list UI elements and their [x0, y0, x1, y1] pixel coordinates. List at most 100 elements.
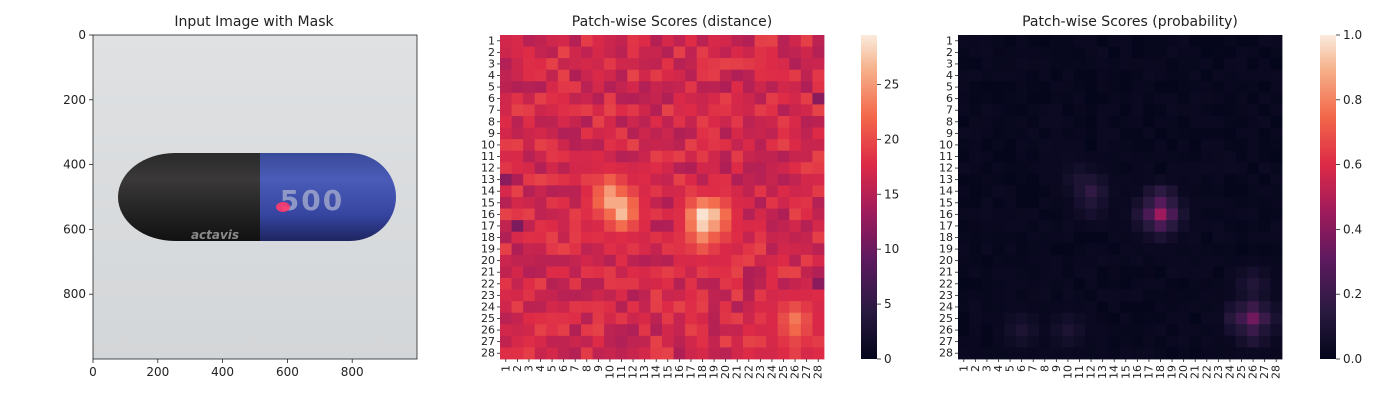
heatmap-cell [592, 127, 605, 140]
heatmap-cell [1015, 104, 1028, 117]
heatmap-cell [1096, 46, 1109, 59]
heatmap-cell [1050, 231, 1063, 244]
heatmap-cell [1166, 127, 1179, 140]
heatmap-cell [969, 162, 982, 175]
heatmap-cell [1201, 35, 1213, 47]
heatmap-cell [650, 173, 663, 186]
heatmap-cell [958, 35, 970, 47]
heatmap-cell [754, 220, 767, 233]
heatmap-cell [1062, 266, 1075, 279]
heatmap-cell [1085, 208, 1098, 221]
heatmap-cell [673, 162, 686, 175]
heatmap-cell [800, 335, 813, 348]
heatmap-cell [800, 46, 813, 59]
heatmap-cell [673, 104, 686, 117]
heatmap-cell [1050, 254, 1063, 267]
heatmap-cell [1027, 243, 1040, 256]
heatmap-cell [581, 289, 593, 302]
heatmap-cell [673, 335, 686, 348]
heatmap-cell [604, 231, 617, 244]
heatmap-cell [958, 173, 970, 186]
heatmap-cell [511, 173, 524, 186]
y-tick-label: 18 [939, 231, 953, 244]
heatmap-cell [1247, 150, 1260, 163]
heatmap-cell [1212, 254, 1225, 267]
heatmap-cell [969, 116, 982, 128]
heatmap-cell [969, 150, 982, 163]
heatmap-cell [981, 81, 994, 94]
heatmap-cell [958, 324, 970, 337]
x-tick-label: 9 [592, 365, 605, 372]
heatmap-cell [1108, 208, 1121, 221]
heatmap-cell [1270, 197, 1283, 209]
heatmap-cell [1270, 81, 1283, 94]
heatmap-cell [1108, 347, 1121, 360]
x-tick-label: 23 [1212, 365, 1225, 379]
heatmap-cell [1189, 254, 1202, 267]
heatmap-cell [981, 69, 994, 82]
heatmap-cell [731, 35, 744, 47]
heatmap-cell [754, 104, 767, 117]
heatmap-cell [1201, 335, 1213, 348]
heatmap-cell [789, 92, 802, 105]
heatmap-cell [604, 324, 617, 337]
heatmap-cell [662, 347, 674, 360]
heatmap-cell [992, 104, 1005, 117]
heatmap-cell [789, 69, 802, 82]
x-tick-label: 21 [1189, 365, 1202, 379]
heatmap-cell [1015, 139, 1028, 152]
heatmap-cell [1096, 231, 1109, 244]
x-tick-label: 28 [1270, 365, 1283, 379]
heatmap-cell [800, 220, 813, 233]
x-tick-label: 25 [1235, 365, 1248, 379]
heatmap-cell [1108, 324, 1121, 337]
heatmap-cell [1039, 324, 1051, 337]
heatmap-cell [511, 92, 524, 105]
heatmap-cell [569, 254, 582, 267]
heatmap-cell [708, 301, 721, 314]
x-tick-label: 12 [1085, 365, 1098, 379]
heatmap-cell [1108, 162, 1121, 175]
y-tick-label: 800 [63, 287, 86, 301]
heatmap-cell [1235, 289, 1248, 302]
heatmap-cell [685, 185, 698, 198]
heatmap-cell [789, 173, 802, 186]
y-tick-label: 10 [939, 138, 953, 151]
heatmap-cell [638, 58, 651, 71]
heatmap-cell [1143, 324, 1156, 337]
heatmap-cell [731, 46, 744, 59]
heatmap-cell [1096, 127, 1109, 140]
heatmap-cell [1143, 335, 1156, 348]
x-tick-label: 21 [731, 365, 744, 379]
heatmap-cell [1201, 69, 1213, 82]
heatmap-cell [754, 139, 767, 152]
heatmap-cell [766, 335, 779, 348]
heatmap-cell [708, 35, 721, 47]
heatmap-cell [627, 58, 640, 71]
x-tick-label: 14 [1108, 365, 1121, 379]
heatmap-cell [766, 58, 779, 71]
heatmap-cell [1258, 231, 1271, 244]
heatmap-cell [592, 58, 605, 71]
heatmap-cell [969, 185, 982, 198]
heatmap-cell [1224, 254, 1237, 267]
heatmap-cell [673, 139, 686, 152]
heatmap-cell [581, 243, 593, 256]
heatmap-cell [812, 58, 825, 71]
capsule: 500 actavis [118, 153, 396, 242]
heatmap-cell [731, 197, 744, 209]
heatmap-cell [523, 208, 536, 221]
heatmap-cell [662, 116, 674, 128]
heatmap-cell [604, 197, 617, 209]
heatmap-cell [1143, 208, 1156, 221]
heatmap-cell [1108, 312, 1121, 325]
heatmap-cell [719, 162, 732, 175]
heatmap-cell [627, 220, 640, 233]
heatmap-cell [719, 231, 732, 244]
heatmap-cell [523, 231, 536, 244]
heatmap-cell [546, 289, 559, 302]
heatmap-cell [1177, 35, 1190, 47]
heatmap-cell [719, 347, 732, 360]
heatmap-cell [511, 266, 524, 279]
heatmap-cell [1258, 150, 1271, 163]
